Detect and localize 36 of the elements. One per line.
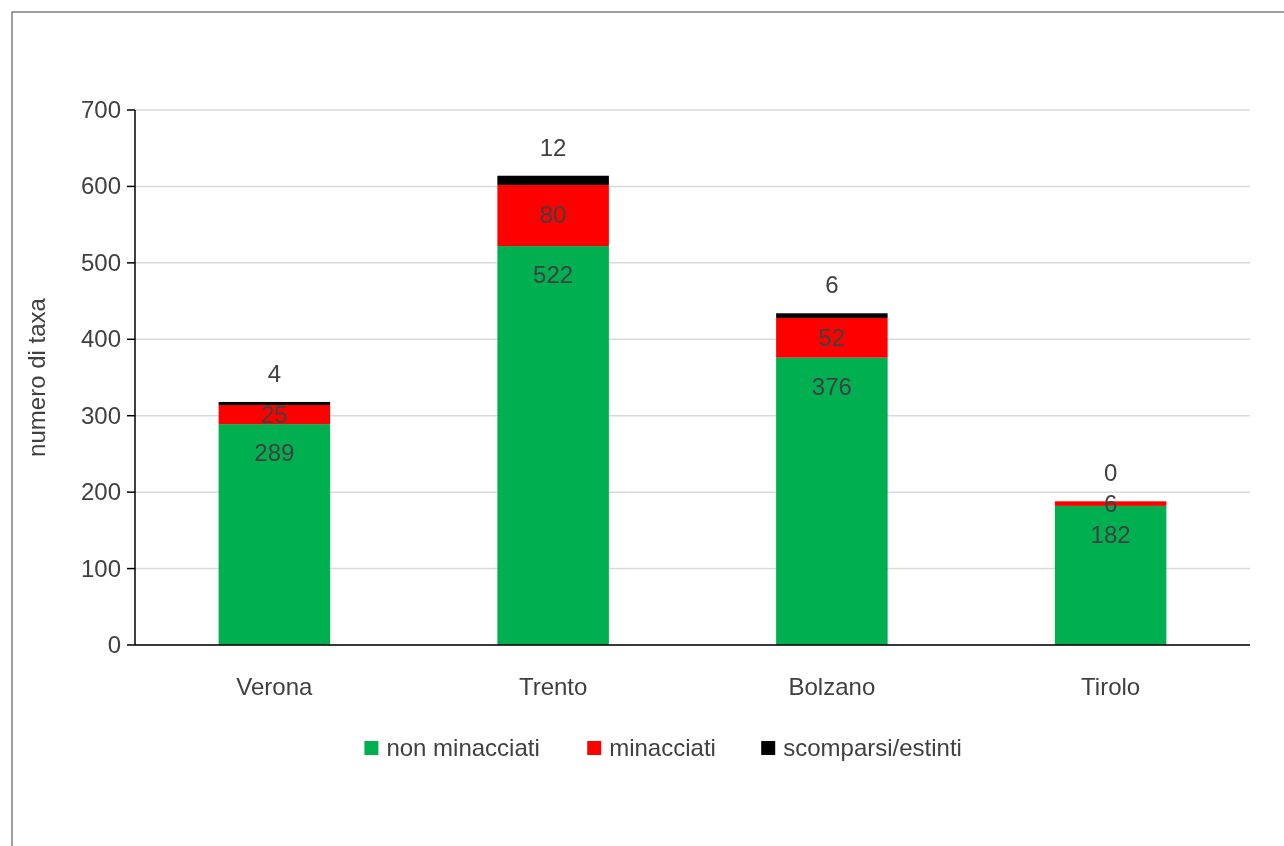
y-tick-label: 300 — [80, 401, 121, 429]
y-tick-label: 100 — [80, 554, 121, 582]
data-label: 52 — [818, 323, 846, 351]
data-label: 80 — [539, 201, 567, 229]
x-tick-label: Tirolo — [1081, 673, 1141, 700]
y-axis-title: numero di taxa — [23, 297, 50, 457]
y-tick-label: 0 — [107, 631, 121, 658]
y-tick-label: 500 — [80, 248, 121, 276]
legend-label: scomparsi/estinti — [783, 734, 962, 761]
bar — [218, 424, 331, 645]
bar — [497, 175, 609, 185]
data-label: 6 — [1103, 489, 1118, 517]
x-tick-label: Bolzano — [788, 673, 876, 700]
data-label: 0 — [1103, 459, 1118, 487]
x-tick-label: Verona — [236, 673, 314, 700]
bar — [776, 313, 888, 318]
y-tick-label: 400 — [80, 325, 121, 353]
x-tick-label: Trento — [518, 673, 588, 700]
y-tick-label: 700 — [80, 96, 121, 123]
legend-label: minacciati — [609, 734, 716, 761]
y-tick-label: 200 — [80, 478, 121, 506]
data-label: 376 — [811, 372, 852, 400]
data-label: 12 — [539, 133, 567, 161]
data-label: 289 — [254, 439, 295, 467]
data-label: 6 — [825, 271, 839, 299]
data-label: 182 — [1090, 520, 1131, 548]
legend-label: non minacciati — [386, 734, 540, 761]
data-label: 25 — [261, 400, 288, 428]
bar — [776, 317, 888, 358]
y-tick-label: 600 — [80, 172, 121, 200]
bar — [497, 184, 609, 247]
bar — [776, 357, 888, 645]
bar — [497, 246, 609, 645]
data-label: 4 — [267, 359, 282, 387]
data-label: 522 — [533, 261, 574, 289]
bar — [218, 401, 331, 406]
